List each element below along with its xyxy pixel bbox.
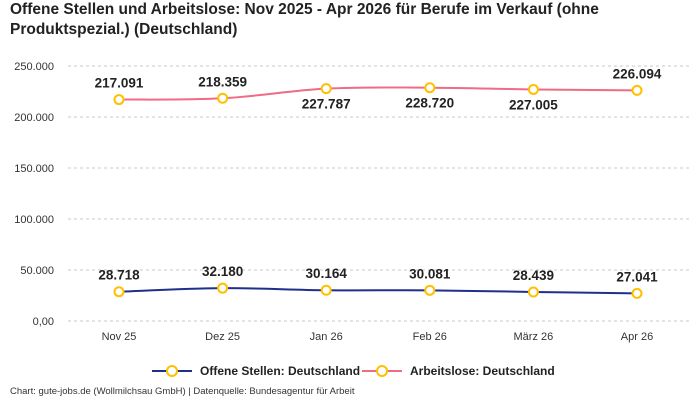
data-label: 30.081	[409, 266, 451, 281]
y-tick-label: 50.000	[20, 265, 54, 277]
data-label: 226.094	[613, 66, 662, 81]
data-label: 30.164	[306, 266, 348, 281]
data-point	[320, 83, 332, 95]
chart-source-footer: Chart: gute-jobs.de (Wollmilchsau GmbH) …	[10, 386, 355, 397]
data-point	[320, 284, 332, 296]
data-label: 217.091	[95, 76, 144, 91]
y-tick-label: 100.000	[14, 214, 54, 226]
data-label: 32.180	[202, 264, 243, 279]
legend-label-series-1: Offene Stellen: Deutschland	[200, 364, 361, 378]
data-point	[631, 84, 643, 96]
data-point	[217, 282, 229, 294]
data-label: 227.005	[509, 97, 558, 112]
data-point	[527, 83, 539, 95]
chart-title-line-1: Offene Stellen und Arbeitslose: Nov 2025…	[10, 1, 599, 18]
data-label: 27.041	[616, 269, 658, 284]
data-point	[631, 287, 643, 299]
x-tick-label: Nov 25	[102, 331, 137, 343]
data-point	[527, 286, 539, 298]
chart-title: Offene Stellen und Arbeitslose: Nov 2025…	[10, 0, 670, 40]
legend-item-offene-stellen[interactable]: Offene Stellen: Deutschland	[150, 360, 360, 382]
data-point	[113, 94, 125, 106]
legend: Offene Stellen: Deutschland Arbeitslose:…	[0, 360, 700, 382]
x-tick-label: Dez 25	[205, 331, 240, 343]
legend-swatch-series-2	[360, 360, 404, 382]
legend-item-arbeitslose[interactable]: Arbeitslose: Deutschland	[360, 360, 555, 382]
y-tick-label: 0,00	[33, 316, 54, 328]
data-point	[424, 82, 436, 94]
chart-title-line-2: Produktspezial.) (Deutschland)	[10, 21, 238, 38]
data-label: 28.718	[98, 268, 140, 283]
series-line-1	[118, 287, 638, 295]
x-tick-label: Jan 26	[310, 331, 343, 343]
legend-label-series-2: Arbeitslose: Deutschland	[410, 364, 555, 378]
series-line-2	[118, 86, 638, 101]
data-point	[217, 92, 229, 104]
data-label: 227.787	[302, 97, 351, 112]
data-label: 28.439	[513, 268, 554, 283]
legend-swatch-series-1	[150, 360, 194, 382]
y-tick-label: 250.000	[14, 61, 54, 73]
y-tick-label: 150.000	[14, 163, 54, 175]
data-point	[424, 284, 436, 296]
x-tick-label: Feb 26	[413, 331, 447, 343]
x-tick-label: Apr 26	[621, 331, 653, 343]
y-tick-label: 200.000	[14, 112, 54, 124]
data-label: 228.720	[405, 96, 454, 111]
data-label: 218.359	[198, 74, 247, 89]
x-tick-label: März 26	[514, 331, 554, 343]
data-point	[113, 286, 125, 298]
